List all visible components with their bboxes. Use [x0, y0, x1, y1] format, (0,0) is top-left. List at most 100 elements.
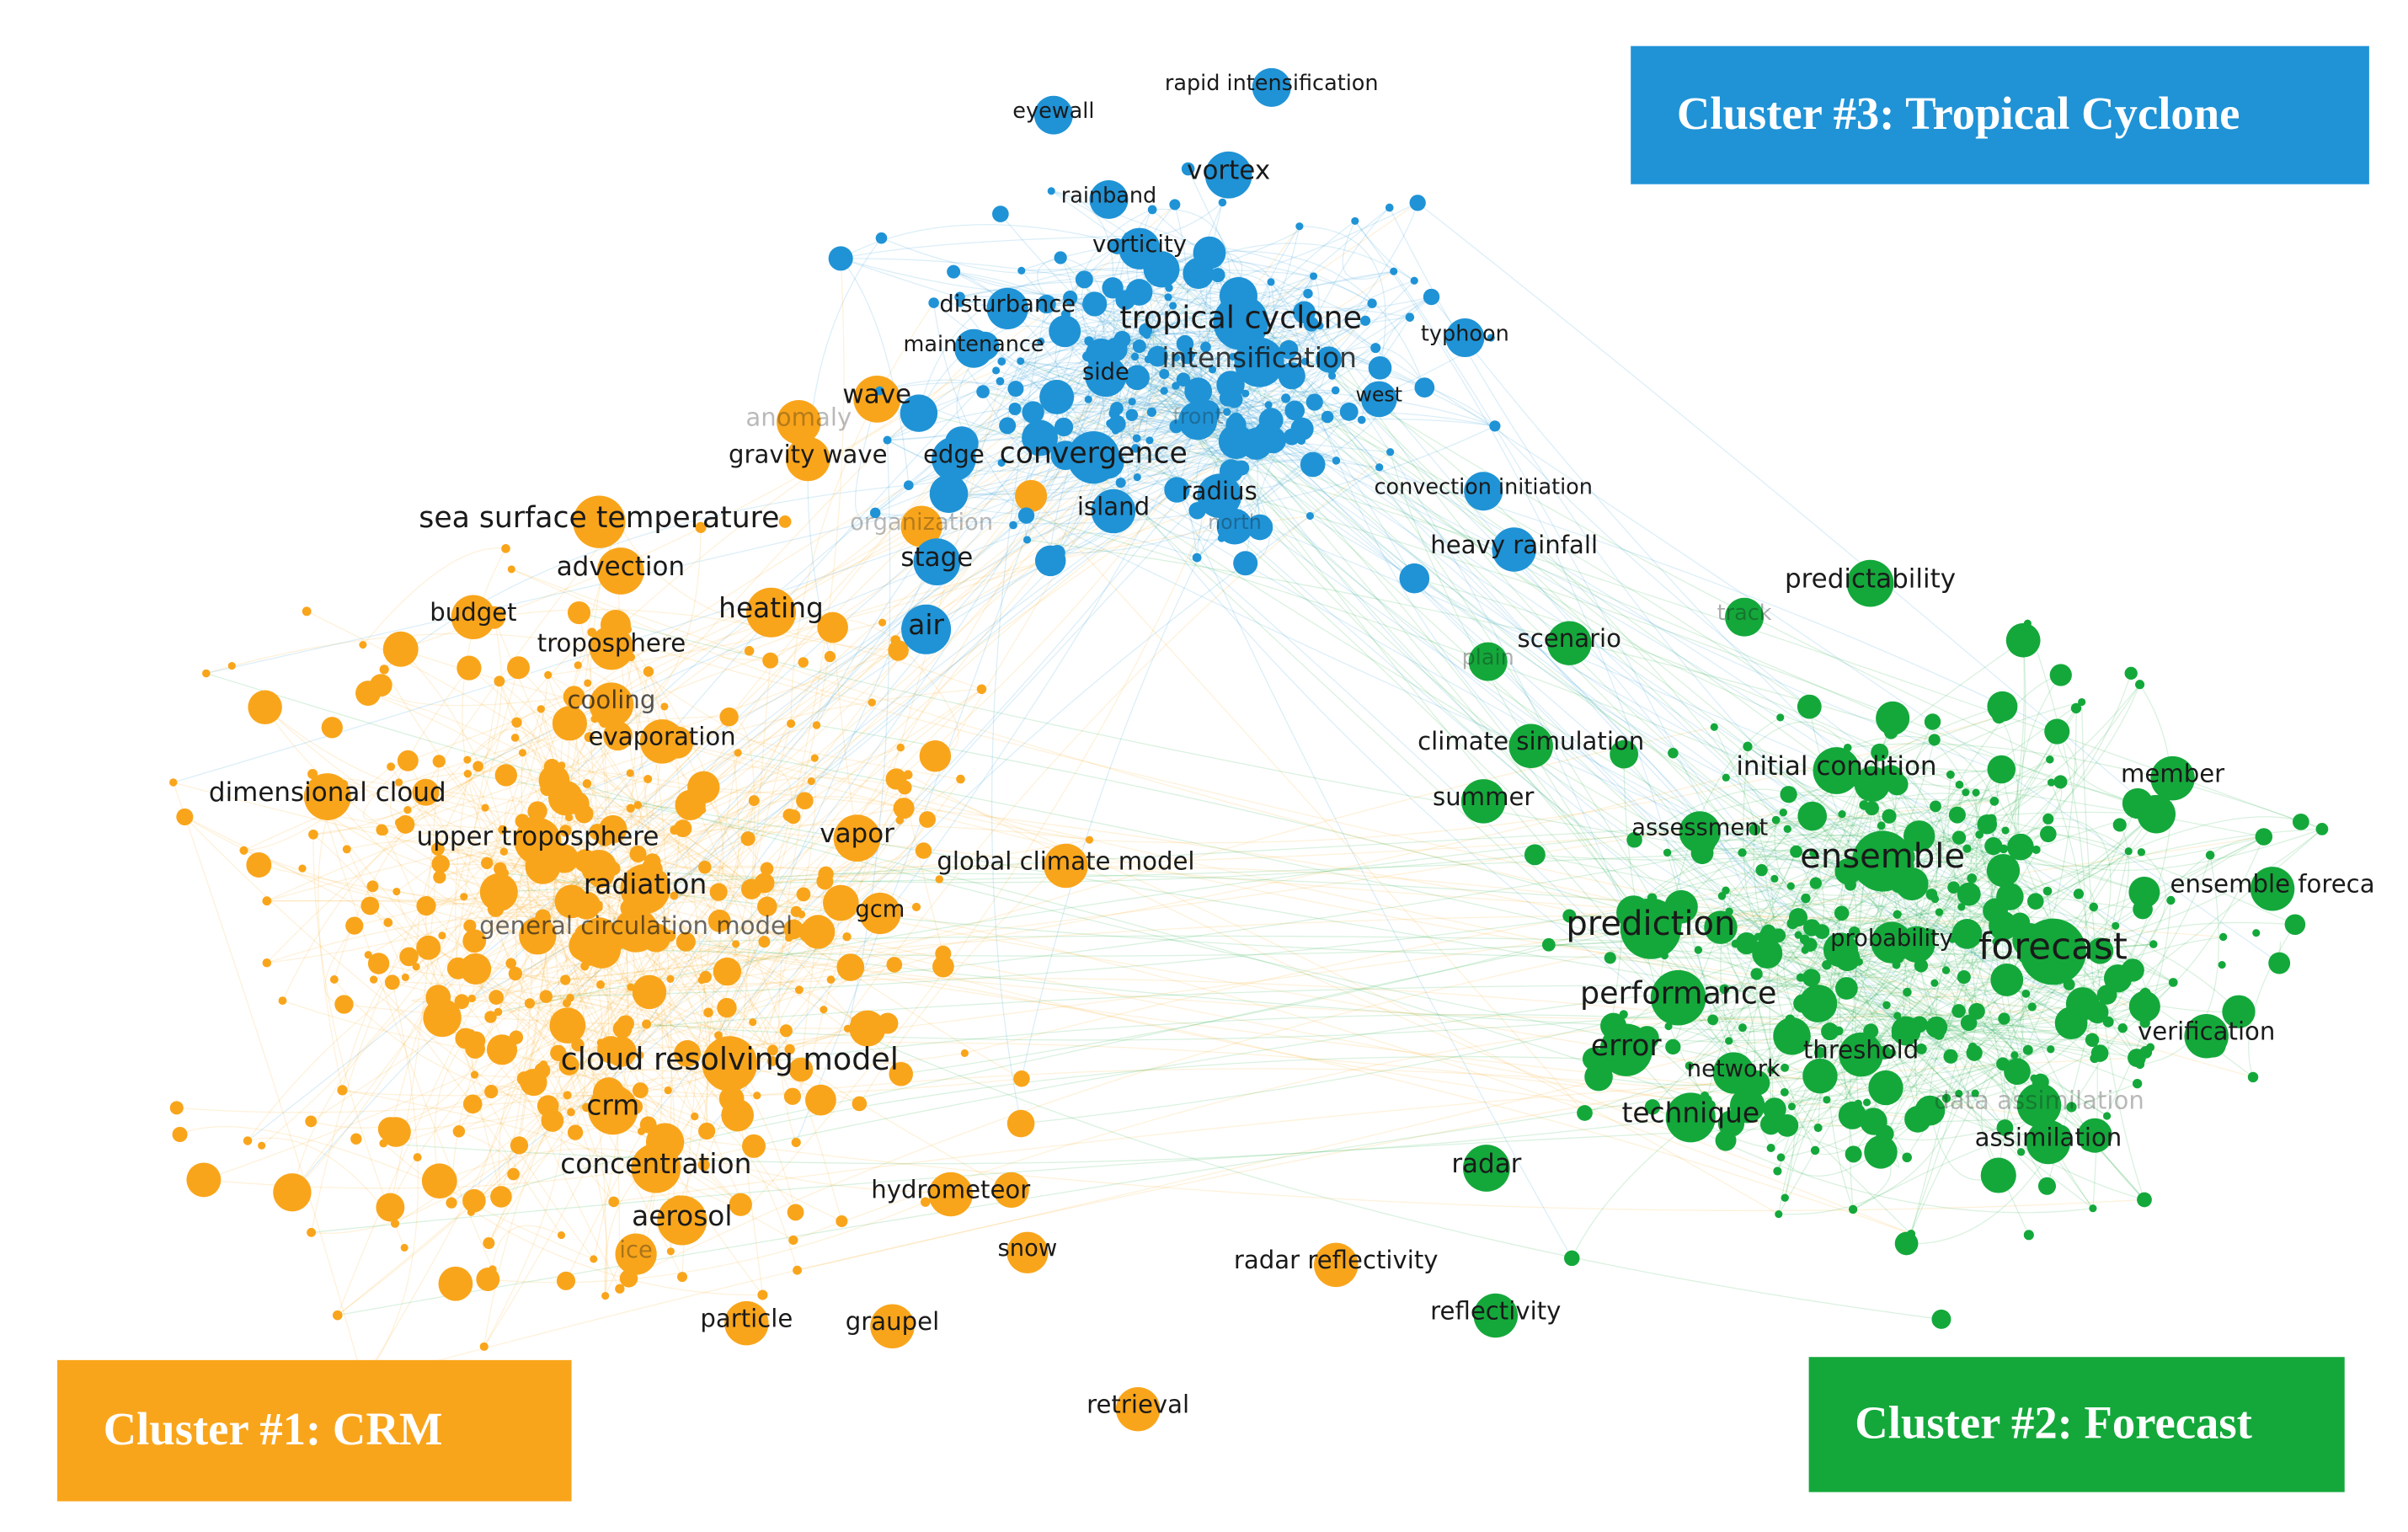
labels: sea surface temperature advection budget he…: [209, 71, 2375, 1418]
node: [788, 1057, 814, 1082]
edge: [1056, 397, 1658, 1005]
node: [1971, 1089, 1979, 1097]
node: [1524, 844, 1546, 866]
edge: [372, 885, 1785, 1093]
node: [1955, 780, 1964, 789]
edge: [2004, 1001, 2051, 1020]
node: [1610, 739, 1639, 769]
node: [931, 492, 941, 501]
edge: [1332, 375, 2052, 1050]
edge: [1135, 427, 1242, 478]
node: [1172, 382, 1180, 390]
edge: [895, 778, 1780, 1215]
edge: [441, 688, 982, 1019]
node: [1813, 1124, 1823, 1133]
node: [544, 670, 553, 680]
edge: [437, 848, 902, 1075]
edge: [816, 724, 2138, 1085]
node-label: summer: [1433, 782, 1534, 811]
edge: [766, 819, 928, 908]
node: [558, 761, 566, 770]
node: [1258, 408, 1284, 433]
node: [778, 515, 792, 528]
edge: [907, 774, 1778, 1172]
node: [2027, 1002, 2037, 1012]
node: [997, 357, 1006, 366]
node: [2054, 1006, 2088, 1040]
node: [633, 801, 643, 809]
node-label: sea surface temperature: [419, 501, 779, 535]
edge: [670, 973, 774, 1051]
node: [2315, 823, 2329, 835]
edge: [2022, 828, 2323, 872]
edge: [1056, 303, 1108, 553]
node: [783, 1087, 802, 1105]
node: [1848, 926, 1861, 938]
node-label: stage: [900, 542, 973, 573]
node: [1060, 309, 1071, 319]
node: [606, 862, 621, 876]
edge: [312, 773, 754, 1023]
node: [1390, 267, 1398, 275]
node: [928, 297, 939, 308]
edge: [1883, 640, 2026, 1054]
edge: [1064, 209, 1153, 332]
edge: [1195, 453, 1232, 511]
edge: [610, 429, 1261, 1050]
node: [760, 862, 774, 876]
node: [1584, 1062, 1613, 1092]
node: [818, 866, 834, 882]
node: [1252, 67, 1291, 107]
edge: [511, 568, 2136, 1005]
node: [1951, 1004, 1966, 1018]
node: [777, 399, 821, 445]
edge: [1094, 303, 1140, 463]
node: [590, 1255, 598, 1263]
node: [1225, 414, 1247, 435]
cluster-title: Cluster #2: Forecast: [1855, 1397, 2252, 1449]
node-label: wave: [842, 380, 911, 410]
node: [702, 1036, 758, 1092]
edge: [1722, 812, 1784, 897]
edge: [1234, 398, 2109, 1022]
node: [896, 743, 905, 752]
node: [2268, 952, 2291, 974]
node-label: tropical cyclone: [1119, 300, 1362, 336]
edge: [1598, 982, 1935, 1086]
edge: [1000, 213, 1272, 421]
node: [1014, 479, 1048, 513]
edge: [2107, 1002, 2151, 1048]
node: [1710, 723, 1718, 731]
edge: [1847, 743, 2323, 830]
node: [494, 862, 507, 876]
node: [1749, 824, 1761, 835]
edge: [935, 440, 1236, 515]
node: [1339, 402, 1359, 421]
edge: [1673, 1018, 2093, 1048]
node: [1955, 1089, 1963, 1097]
node: [1707, 1014, 1719, 1026]
edge: [1880, 982, 1956, 1153]
node: [603, 721, 633, 751]
edge: [1746, 942, 2133, 998]
node: [1797, 801, 1828, 831]
node: [1712, 1052, 1754, 1094]
node: [675, 931, 696, 952]
edge: [1652, 810, 2155, 1108]
edge: [840, 258, 1278, 366]
edge: [2002, 707, 2077, 1065]
node: [2007, 833, 2034, 861]
node: [571, 1038, 585, 1052]
edge: [1888, 782, 2264, 838]
node: [1410, 276, 1418, 285]
node: [2128, 876, 2160, 908]
node: [2089, 1204, 2097, 1213]
node: [2132, 1078, 2143, 1089]
node: [307, 769, 318, 779]
edge: [362, 982, 419, 1381]
node: [1834, 945, 1861, 972]
edge: [707, 848, 2005, 1132]
node: [1409, 195, 1426, 211]
node: [596, 980, 606, 990]
edge: [381, 829, 502, 1198]
